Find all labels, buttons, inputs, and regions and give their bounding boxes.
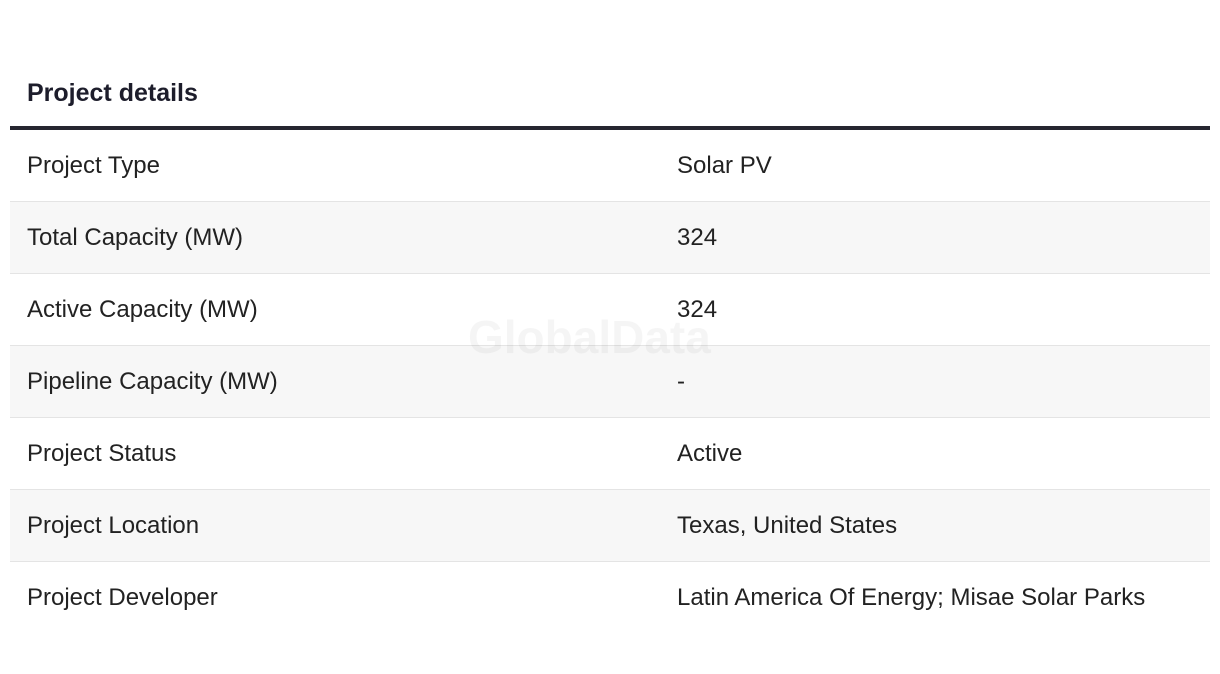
table-row: Project Location Texas, United States <box>10 490 1210 562</box>
row-value: 324 <box>677 224 718 251</box>
row-label: Project Developer <box>27 584 218 611</box>
row-label: Total Capacity (MW) <box>27 224 244 251</box>
table-row: Total Capacity (MW) 324 <box>10 202 1210 274</box>
table-row: Project Developer Latin America Of Energ… <box>10 562 1210 633</box>
row-value: Latin America Of Energy; Misae Solar Par… <box>677 584 1146 611</box>
row-value: Active <box>677 440 743 467</box>
row-value: 324 <box>677 296 718 323</box>
row-value: Texas, United States <box>677 512 898 539</box>
row-value: Solar PV <box>677 152 772 179</box>
project-details-table: Project Type Solar PV Total Capacity (MW… <box>10 130 1210 633</box>
table-row: Project Status Active <box>10 418 1210 490</box>
section-title: Project details <box>27 79 198 107</box>
table-row: Pipeline Capacity (MW) - <box>10 346 1210 418</box>
row-label: Project Status <box>27 440 177 467</box>
row-value: - <box>677 368 685 395</box>
table-row: Project Type Solar PV <box>10 130 1210 202</box>
row-label: Project Type <box>27 152 160 179</box>
header-divider <box>10 126 1210 130</box>
row-label: Project Location <box>27 512 200 539</box>
table-row: Active Capacity (MW) 324 <box>10 274 1210 346</box>
row-label: Pipeline Capacity (MW) <box>27 368 278 395</box>
row-label: Active Capacity (MW) <box>27 296 258 323</box>
